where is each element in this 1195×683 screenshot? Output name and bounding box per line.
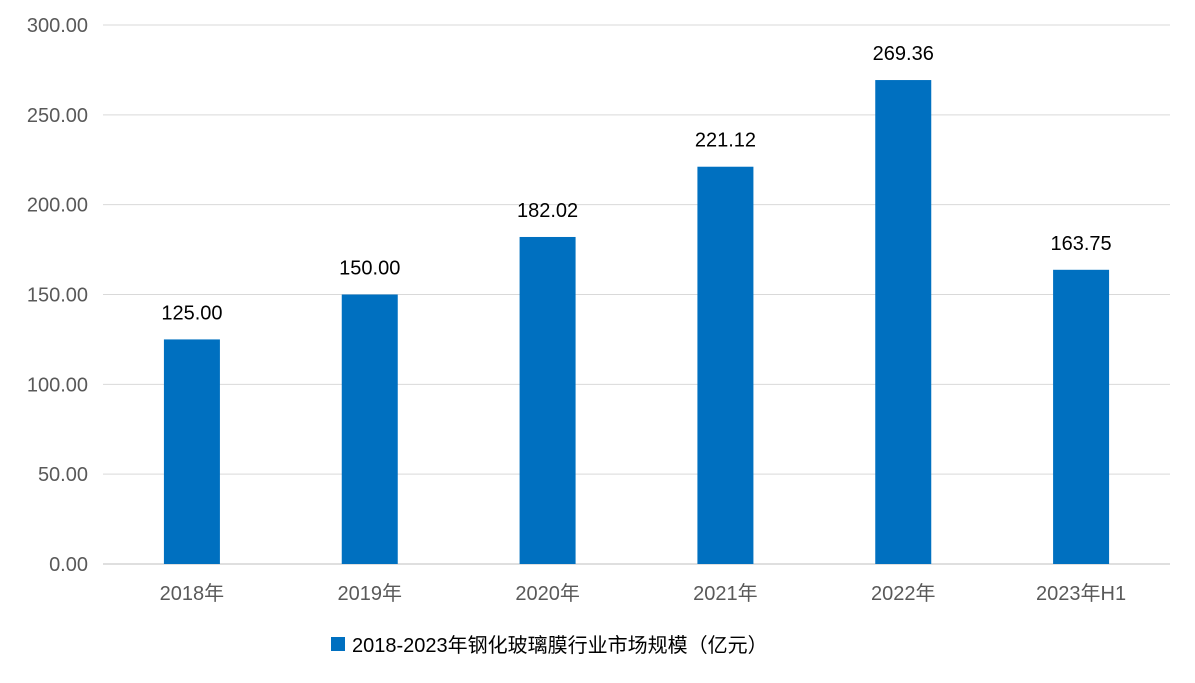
y-tick-label: 250.00 [27, 105, 88, 127]
data-label: 221.12 [695, 130, 756, 152]
y-tick-label: 100.00 [27, 374, 88, 396]
y-tick-label: 200.00 [27, 195, 88, 217]
bar [341, 294, 398, 564]
bar [697, 166, 754, 564]
data-label: 125.00 [161, 302, 222, 324]
y-tick-label: 50.00 [38, 464, 88, 486]
bar [163, 339, 220, 564]
legend-label: 2018-2023年钢化玻璃膜行业市场规模（亿元） [352, 634, 768, 657]
y-tick-label: 150.00 [27, 285, 88, 307]
x-axis-ticks: 2018年 2019年 2020年 2021年 2022年 2023年H1 [160, 582, 1126, 605]
gridlines [103, 24, 1170, 565]
x-tick-label: 2020年 [515, 582, 580, 605]
x-tick-label: 2018年 [160, 582, 225, 605]
data-label: 150.00 [339, 258, 400, 280]
x-tick-label: 2021年 [693, 582, 758, 605]
legend-swatch [331, 637, 345, 651]
bar [875, 80, 932, 564]
y-tick-label: 0.00 [49, 554, 88, 576]
bar [519, 236, 576, 564]
y-axis-ticks: 0.00 50.00 100.00 150.00 200.00 250.00 300.00 [27, 15, 88, 576]
x-tick-label: 2022年 [871, 582, 936, 605]
data-labels: 125.00 150.00 182.02 221.12 269.36 163.75 [161, 43, 1111, 324]
data-label: 269.36 [873, 43, 934, 65]
data-label: 182.02 [517, 200, 578, 222]
y-tick-label: 300.00 [27, 15, 88, 37]
x-tick-label: 2019年 [338, 582, 403, 605]
bar [1053, 269, 1110, 564]
x-tick-label: 2023年H1 [1036, 582, 1126, 605]
data-label: 163.75 [1050, 233, 1111, 255]
bars [163, 80, 1110, 564]
legend: 2018-2023年钢化玻璃膜行业市场规模（亿元） [331, 634, 768, 657]
